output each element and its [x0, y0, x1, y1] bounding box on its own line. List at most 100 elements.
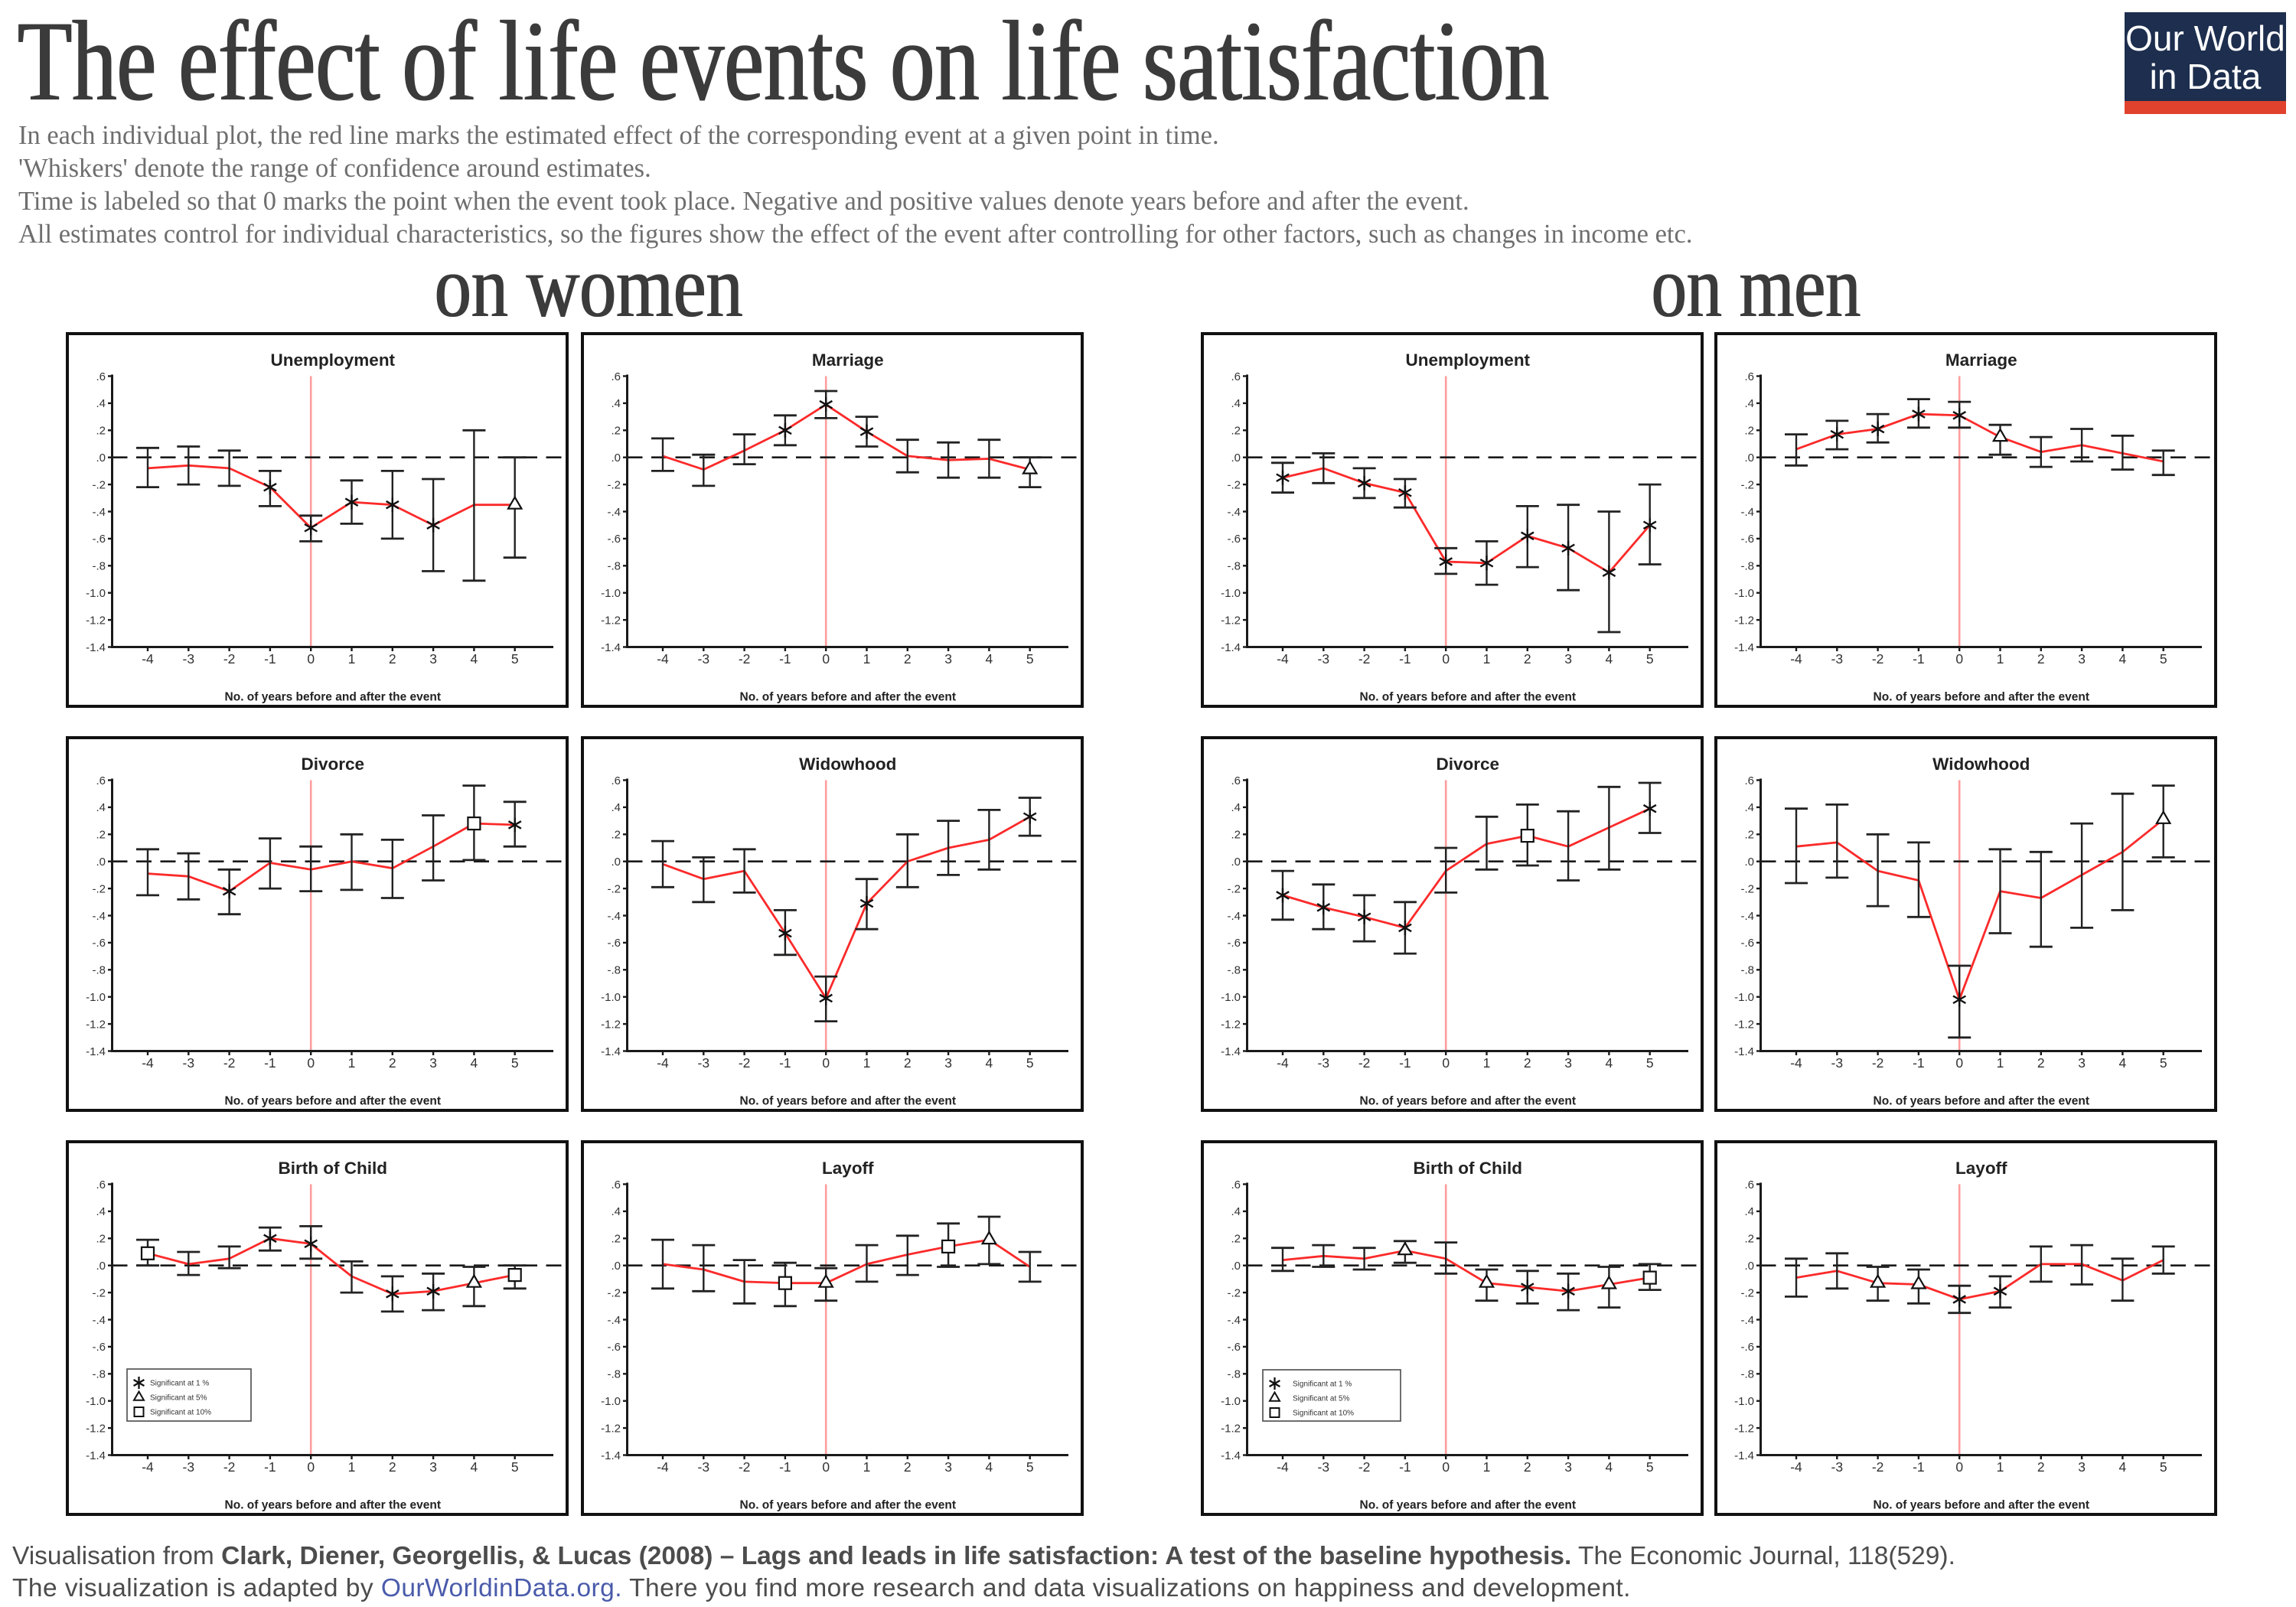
svg-text:.4: .4: [96, 801, 106, 814]
svg-text:-.2: -.2: [607, 882, 621, 895]
svg-text:-1.0: -1.0: [86, 1395, 106, 1408]
svg-text:-2: -2: [1872, 651, 1884, 667]
svg-text:2: 2: [2037, 1459, 2045, 1475]
svg-text:.4: .4: [611, 801, 621, 814]
svg-text:.0: .0: [611, 1260, 621, 1273]
svg-text:.0: .0: [96, 856, 106, 869]
svg-text:-1.0: -1.0: [86, 587, 106, 600]
svg-text:1: 1: [1483, 1459, 1491, 1475]
svg-text:5: 5: [2160, 1055, 2167, 1071]
svg-text:-2: -2: [1358, 1459, 1371, 1475]
svg-text:.0: .0: [611, 451, 621, 464]
svg-text:-3: -3: [1318, 1055, 1330, 1071]
svg-text:No. of years before and after: No. of years before and after the event: [1874, 1499, 2090, 1512]
svg-text:No. of years before and after: No. of years before and after the event: [740, 1499, 957, 1512]
svg-text:2: 2: [904, 1459, 912, 1475]
svg-text:1: 1: [863, 1459, 871, 1475]
svg-text:2: 2: [389, 651, 396, 667]
svg-text:No. of years before and after: No. of years before and after the event: [1360, 691, 1577, 704]
svg-text:3: 3: [429, 1459, 437, 1475]
svg-text:-.8: -.8: [607, 1368, 621, 1381]
svg-text:.0: .0: [96, 451, 106, 464]
svg-text:1: 1: [863, 651, 871, 667]
svg-text:Birth of Child: Birth of Child: [279, 1159, 387, 1178]
svg-text:.2: .2: [611, 1233, 621, 1246]
svg-text:-1.4: -1.4: [601, 1045, 621, 1058]
svg-text:4: 4: [2119, 651, 2127, 667]
svg-text:.4: .4: [1744, 801, 1754, 814]
svg-text:-2: -2: [1358, 651, 1371, 667]
svg-text:-.8: -.8: [92, 964, 106, 977]
svg-text:4: 4: [1606, 1055, 1613, 1071]
svg-text:-4: -4: [657, 651, 669, 667]
svg-text:-3: -3: [698, 1459, 710, 1475]
svg-text:2: 2: [904, 651, 912, 667]
svg-text:2: 2: [389, 1055, 396, 1071]
svg-text:1: 1: [863, 1055, 871, 1071]
svg-text:No. of years before and after: No. of years before and after the event: [1360, 1499, 1577, 1512]
svg-text:5: 5: [1646, 1055, 1654, 1071]
svg-text:No. of years before and after: No. of years before and after the event: [1874, 1095, 2090, 1108]
svg-text:-1.4: -1.4: [86, 1045, 106, 1058]
svg-text:4: 4: [471, 1055, 478, 1071]
svg-text:5: 5: [1646, 1459, 1654, 1475]
svg-text:-1.4: -1.4: [601, 1449, 621, 1462]
svg-text:-1.2: -1.2: [1734, 1018, 1754, 1031]
svg-text:-.2: -.2: [1227, 882, 1241, 895]
svg-text:-1: -1: [1913, 1055, 1925, 1071]
svg-text:Layoff: Layoff: [1955, 1159, 2007, 1178]
svg-text:.2: .2: [96, 425, 106, 438]
svg-text:-.6: -.6: [92, 937, 106, 950]
svg-text:-.2: -.2: [1740, 1286, 1754, 1299]
svg-text:4: 4: [471, 1459, 478, 1475]
svg-text:No. of years before and after: No. of years before and after the event: [1874, 691, 2090, 704]
svg-text:-.4: -.4: [1740, 1314, 1754, 1327]
svg-text:.4: .4: [96, 1205, 106, 1218]
svg-text:0: 0: [822, 1459, 830, 1475]
svg-text:-4: -4: [1790, 1459, 1802, 1475]
svg-text:-.2: -.2: [1740, 478, 1754, 491]
svg-text:.2: .2: [1744, 1233, 1754, 1246]
svg-text:.6: .6: [1744, 1178, 1754, 1191]
svg-text:4: 4: [471, 651, 478, 667]
svg-text:4: 4: [2119, 1055, 2127, 1071]
svg-text:-1.4: -1.4: [1221, 1449, 1241, 1462]
svg-text:-.6: -.6: [1740, 1341, 1754, 1354]
svg-text:-2: -2: [1872, 1459, 1884, 1475]
svg-text:.4: .4: [611, 397, 621, 410]
svg-text:.4: .4: [1744, 1205, 1754, 1218]
svg-text:-.4: -.4: [607, 1314, 621, 1327]
svg-text:Marriage: Marriage: [1945, 350, 2017, 370]
svg-text:-1: -1: [779, 1055, 791, 1071]
svg-text:-.8: -.8: [1227, 964, 1241, 977]
svg-text:.2: .2: [611, 425, 621, 438]
svg-text:-3: -3: [698, 1055, 710, 1071]
svg-text:.0: .0: [1744, 856, 1754, 869]
svg-text:-1: -1: [1913, 651, 1925, 667]
svg-text:-3: -3: [183, 651, 195, 667]
svg-text:-.6: -.6: [1227, 1341, 1241, 1354]
svg-text:Unemployment: Unemployment: [1406, 350, 1531, 370]
svg-text:No. of years before and after: No. of years before and after the event: [1360, 1095, 1577, 1108]
svg-text:5: 5: [511, 651, 519, 667]
svg-text:.6: .6: [611, 370, 621, 383]
svg-text:.0: .0: [1231, 451, 1241, 464]
svg-text:1: 1: [348, 651, 356, 667]
svg-text:-1: -1: [264, 651, 276, 667]
svg-text:3: 3: [2078, 1055, 2086, 1071]
svg-text:-1: -1: [1399, 651, 1411, 667]
svg-text:1: 1: [1997, 651, 2004, 667]
svg-text:-.4: -.4: [92, 910, 106, 923]
svg-text:-4: -4: [142, 651, 154, 667]
svg-text:-.8: -.8: [1227, 560, 1241, 573]
svg-text:4: 4: [986, 1055, 993, 1071]
svg-text:2: 2: [904, 1055, 912, 1071]
svg-text:-.2: -.2: [1227, 1286, 1241, 1299]
svg-text:Marriage: Marriage: [812, 350, 884, 370]
svg-text:-.2: -.2: [1227, 478, 1241, 491]
svg-text:-1.0: -1.0: [1221, 991, 1241, 1004]
svg-text:-.6: -.6: [1740, 937, 1754, 950]
svg-text:3: 3: [944, 651, 952, 667]
svg-text:-.8: -.8: [607, 964, 621, 977]
svg-text:.6: .6: [611, 1178, 621, 1191]
